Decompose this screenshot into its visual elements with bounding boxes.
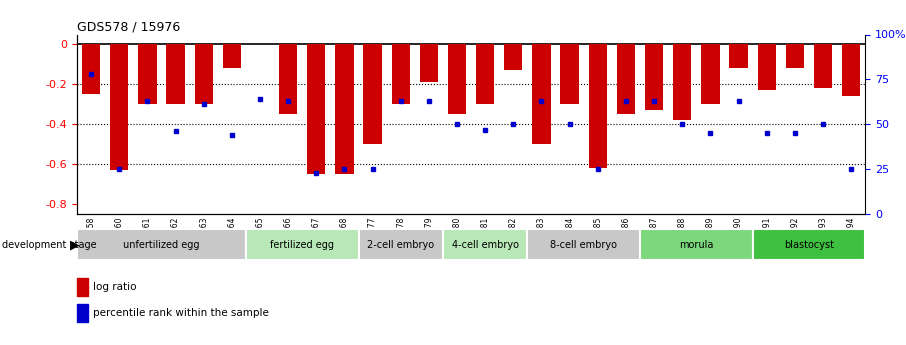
Text: morula: morula [680, 240, 714, 250]
Text: GDS578 / 15976: GDS578 / 15976 [77, 20, 180, 33]
FancyBboxPatch shape [359, 229, 443, 260]
Bar [419, 45, 438, 82]
Bar [195, 45, 213, 104]
Bar [842, 45, 861, 96]
Bar [757, 45, 776, 90]
Bar [111, 45, 129, 170]
Text: development stage: development stage [2, 240, 96, 250]
FancyBboxPatch shape [640, 229, 753, 260]
Text: 2-cell embryo: 2-cell embryo [367, 240, 434, 250]
Bar [673, 45, 691, 120]
Bar [729, 45, 747, 68]
Bar [505, 45, 523, 70]
Bar [307, 45, 325, 174]
Bar [82, 45, 101, 94]
Bar [786, 45, 804, 68]
Bar [645, 45, 663, 110]
Bar [167, 45, 185, 104]
Bar [223, 45, 241, 68]
FancyBboxPatch shape [527, 229, 640, 260]
Bar [533, 45, 551, 144]
Bar [589, 45, 607, 168]
Bar [139, 45, 157, 104]
Text: unfertilized egg: unfertilized egg [123, 240, 199, 250]
Bar [814, 45, 832, 88]
Text: blastocyst: blastocyst [784, 240, 834, 250]
Bar [476, 45, 495, 104]
Bar [561, 45, 579, 104]
Bar [335, 45, 353, 174]
Bar [77, 304, 89, 322]
Text: percentile rank within the sample: percentile rank within the sample [93, 308, 269, 318]
FancyBboxPatch shape [443, 229, 527, 260]
Bar [279, 45, 297, 114]
Bar [77, 278, 89, 296]
Text: 4-cell embryo: 4-cell embryo [452, 240, 519, 250]
Text: fertilized egg: fertilized egg [270, 240, 334, 250]
Bar [701, 45, 719, 104]
Text: log ratio: log ratio [93, 282, 137, 292]
FancyBboxPatch shape [246, 229, 359, 260]
FancyBboxPatch shape [77, 229, 246, 260]
Bar [363, 45, 381, 144]
Bar [391, 45, 410, 104]
Text: ▶: ▶ [70, 238, 79, 252]
Text: 8-cell embryo: 8-cell embryo [550, 240, 617, 250]
Bar [448, 45, 467, 114]
Bar [617, 45, 635, 114]
FancyBboxPatch shape [753, 229, 865, 260]
